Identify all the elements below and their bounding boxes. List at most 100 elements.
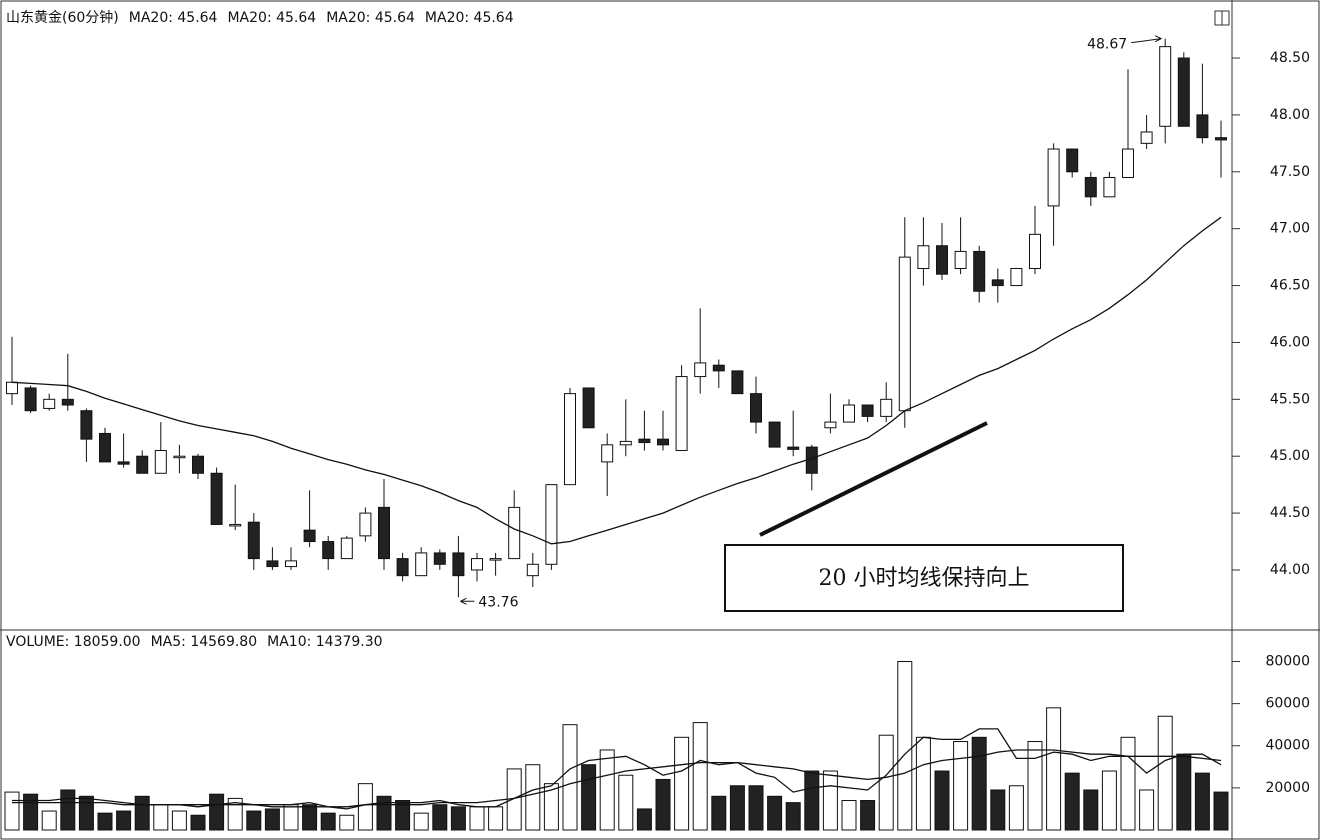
candle-body <box>378 506 390 560</box>
volume-bar <box>711 795 727 831</box>
volume-bar <box>134 795 150 831</box>
candle-body <box>1066 148 1079 173</box>
volume-bar <box>469 806 485 831</box>
volume-bar <box>1213 791 1229 831</box>
volume-bar <box>246 810 262 831</box>
volume-bar <box>860 800 876 831</box>
candle-body <box>433 552 446 565</box>
y-tick-label: 46.50 <box>1270 278 1310 294</box>
trend-line <box>759 421 988 537</box>
candle-body <box>1140 131 1153 144</box>
candle-body <box>303 529 316 543</box>
volume-bar <box>767 795 783 831</box>
volume-bar <box>953 741 969 831</box>
volume-bar <box>320 812 336 831</box>
y-tick-label: 47.50 <box>1270 164 1310 180</box>
y-tick-label: 48.00 <box>1270 107 1310 123</box>
candle-body <box>954 250 967 269</box>
volume-bar <box>599 749 615 831</box>
candle-body <box>526 563 539 577</box>
volume-bar <box>190 814 206 831</box>
volume-bar <box>1064 772 1080 831</box>
volume-bar <box>23 793 39 831</box>
volume-bar <box>1139 789 1155 831</box>
candle-body <box>99 432 111 463</box>
candle-body <box>712 364 725 372</box>
y-tick-label: 44.50 <box>1270 505 1310 521</box>
volume-bar <box>878 734 894 831</box>
candle-body <box>638 438 651 444</box>
candle-body <box>136 455 149 474</box>
volume-bar <box>1120 736 1136 831</box>
candle-body <box>861 404 874 417</box>
candle-body <box>936 245 948 275</box>
header-text: MA10: 14379.30 <box>267 634 382 650</box>
volume-bar <box>1176 753 1192 831</box>
candle-body <box>545 484 558 565</box>
candle-body <box>917 245 930 269</box>
volume-bar <box>748 785 764 831</box>
volume-bar <box>1027 741 1043 831</box>
candle-body <box>210 472 223 525</box>
candle-body <box>1103 176 1116 198</box>
candle-body <box>173 455 186 459</box>
candle-body <box>80 410 93 440</box>
candle-body <box>1122 148 1134 178</box>
y-tick-label: 48.50 <box>1270 50 1310 66</box>
candle-body <box>117 461 130 465</box>
volume-bar <box>971 736 987 831</box>
volume-bar <box>1157 715 1173 831</box>
annotation-arrow <box>460 597 475 605</box>
y-tick-label: 46.00 <box>1270 334 1310 350</box>
y-tick-label: 44.00 <box>1270 562 1310 578</box>
volume-bar <box>302 804 318 831</box>
volume-bar <box>41 810 57 831</box>
volume-bar <box>822 770 838 831</box>
volume-bar <box>543 783 559 831</box>
annotation-low: 43.76 <box>478 594 518 610</box>
candle-body <box>452 552 465 577</box>
candle-body <box>1215 137 1227 141</box>
volume-bar <box>674 736 690 831</box>
candle-body <box>1010 267 1023 287</box>
volume-bar <box>692 722 708 831</box>
candle-body <box>880 398 893 417</box>
volume-bar <box>357 783 373 831</box>
volume-bar <box>1046 707 1062 831</box>
candle-body <box>675 376 688 452</box>
volume-bar <box>1083 789 1099 831</box>
candle-body <box>824 421 837 429</box>
candle-body <box>619 440 632 446</box>
volume-bar <box>562 724 578 831</box>
volume-bar <box>60 789 76 831</box>
y-tick-label: 80000 <box>1265 653 1310 669</box>
y-tick-label: 45.00 <box>1270 448 1310 464</box>
candle-body <box>694 362 707 378</box>
candle-body <box>582 387 595 429</box>
volume-bar <box>915 736 931 831</box>
candle-body <box>154 450 167 474</box>
annotation-note: 20 小时均线保持向上 <box>819 566 1030 591</box>
ma-line <box>11 216 1222 545</box>
candle-body <box>787 446 800 450</box>
volume-bar <box>655 778 671 831</box>
candle-body <box>340 537 353 560</box>
candle-body <box>24 387 37 412</box>
y-tick-label: 45.50 <box>1270 391 1310 407</box>
candle-body <box>61 398 74 406</box>
candle-body <box>43 398 56 409</box>
candle-body <box>1196 114 1209 139</box>
volume-bar <box>413 812 429 831</box>
volume-bar <box>841 800 857 831</box>
candle-body <box>471 558 483 571</box>
volume-bar <box>432 804 448 831</box>
volume-bar <box>283 804 299 831</box>
volume-bar <box>785 802 801 831</box>
candle-body <box>898 256 911 412</box>
candle-body <box>731 370 744 395</box>
candle-body <box>1029 233 1041 269</box>
volume-bar <box>488 806 504 831</box>
volume-bar <box>339 814 355 831</box>
volume-bar <box>934 770 950 831</box>
